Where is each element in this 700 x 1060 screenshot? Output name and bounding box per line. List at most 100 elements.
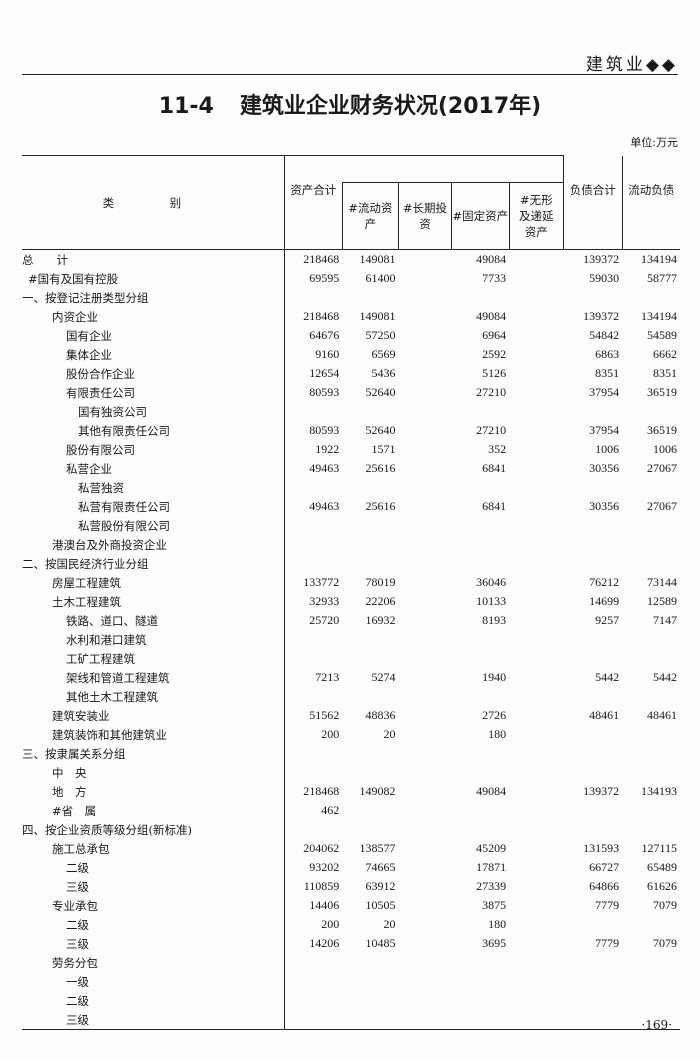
- row-value: [398, 345, 451, 364]
- row-value: 78019: [365, 575, 396, 589]
- row-value: [452, 478, 510, 497]
- row-value: 8193: [482, 613, 507, 627]
- row-value: [563, 630, 622, 649]
- row-value: [398, 440, 451, 459]
- row-value: 149081: [359, 252, 396, 266]
- row-label: 水利和港口建筑: [22, 630, 285, 649]
- row-value: [622, 402, 680, 421]
- row-value: [509, 763, 563, 782]
- table-row: 建筑安装业 51562 48836 2726 48461 48461: [22, 706, 680, 725]
- row-value: [398, 288, 451, 307]
- table-row: #省 属 462: [22, 801, 680, 820]
- row-value: [622, 1010, 680, 1030]
- row-value: [342, 516, 398, 535]
- row-value: 45209: [476, 841, 507, 855]
- row-value: 218468: [303, 252, 340, 266]
- row-value: 48461: [647, 708, 677, 722]
- row-value: 48461: [589, 708, 620, 722]
- row-value: [622, 991, 680, 1010]
- row-value: 14206: [309, 936, 340, 950]
- row-value: [398, 269, 451, 288]
- row-value: [398, 573, 451, 592]
- row-value: [398, 782, 451, 801]
- row-value: 200: [321, 917, 340, 931]
- row-value: 52640: [365, 385, 396, 399]
- table-row: 私营有限责任公司 49463 25616 6841 30356 27067: [22, 497, 680, 516]
- row-value: 69595: [309, 271, 340, 285]
- row-value: 49084: [476, 784, 507, 798]
- row-value: [284, 516, 342, 535]
- row-value: 134193: [641, 784, 677, 798]
- table-row: 施工总承包 204062 138577 45209 131593 127115: [22, 839, 680, 858]
- table-row: 架线和管道工程建筑 7213 5274 1940 5442 5442: [22, 668, 680, 687]
- row-value: [342, 554, 398, 573]
- row-value: 64866: [589, 879, 620, 893]
- row-value: [342, 630, 398, 649]
- row-value: 462: [321, 803, 340, 817]
- row-value: [342, 288, 398, 307]
- row-value: 10485: [365, 936, 396, 950]
- row-value: [622, 820, 680, 839]
- row-value: 57250: [365, 328, 396, 342]
- row-label: 集体企业: [22, 345, 285, 364]
- row-value: [398, 801, 451, 820]
- row-value: 134194: [641, 309, 677, 323]
- row-value: [398, 839, 451, 858]
- row-value: 7779: [595, 898, 620, 912]
- table-row: 股份合作企业 12654 5436 5126 8351 8351: [22, 364, 680, 383]
- row-label: 其他土木工程建筑: [22, 687, 285, 706]
- row-value: 36519: [647, 385, 677, 399]
- row-value: [509, 250, 563, 270]
- row-value: [563, 535, 622, 554]
- row-value: [398, 972, 451, 991]
- row-value: [284, 535, 342, 554]
- row-value: [509, 915, 563, 934]
- row-value: [563, 554, 622, 573]
- row-value: [342, 953, 398, 972]
- row-value: [452, 516, 510, 535]
- row-value: [398, 459, 451, 478]
- row-value: [284, 687, 342, 706]
- row-value: [622, 478, 680, 497]
- row-value: 63912: [365, 879, 396, 893]
- row-label: 四、按企业资质等级分组(新标准): [22, 820, 285, 839]
- row-value: 12589: [647, 594, 677, 608]
- row-value: [398, 649, 451, 668]
- row-value: 180: [488, 727, 507, 741]
- row-value: [509, 364, 563, 383]
- row-value: 27210: [476, 423, 507, 437]
- row-value: [398, 364, 451, 383]
- row-value: 49463: [309, 499, 340, 513]
- row-value: [398, 421, 451, 440]
- table-row: 工矿工程建筑: [22, 649, 680, 668]
- row-value: [509, 516, 563, 535]
- row-value: 8351: [653, 366, 677, 380]
- table-row: 三、按隶属关系分组: [22, 744, 680, 763]
- row-value: [509, 687, 563, 706]
- row-value: [563, 725, 622, 744]
- row-value: [509, 782, 563, 801]
- row-value: [509, 858, 563, 877]
- row-value: 9160: [315, 347, 340, 361]
- row-value: [563, 288, 622, 307]
- row-value: 180: [488, 917, 507, 931]
- row-value: [509, 269, 563, 288]
- row-value: 32933: [309, 594, 340, 608]
- row-label: 架线和管道工程建筑: [22, 668, 285, 687]
- table-row: 三级 110859 63912 27339 64866 61626: [22, 877, 680, 896]
- row-value: 7079: [653, 898, 677, 912]
- row-label: 一、按登记注册类型分组: [22, 288, 285, 307]
- table-row: 二级 200 20 180: [22, 915, 680, 934]
- row-value: [622, 953, 680, 972]
- table-row: 四、按企业资质等级分组(新标准): [22, 820, 680, 839]
- row-value: [509, 497, 563, 516]
- table-row: 股份有限公司 1922 1571 352 1006 1006: [22, 440, 680, 459]
- row-value: 52640: [365, 423, 396, 437]
- row-value: [509, 725, 563, 744]
- table-row: 三级 14206 10485 3695 7779 7079: [22, 934, 680, 953]
- unit-label: 单位:万元: [630, 136, 678, 149]
- row-value: 352: [488, 442, 507, 456]
- row-label: 港澳台及外商投资企业: [22, 535, 285, 554]
- header-rule: [22, 74, 678, 75]
